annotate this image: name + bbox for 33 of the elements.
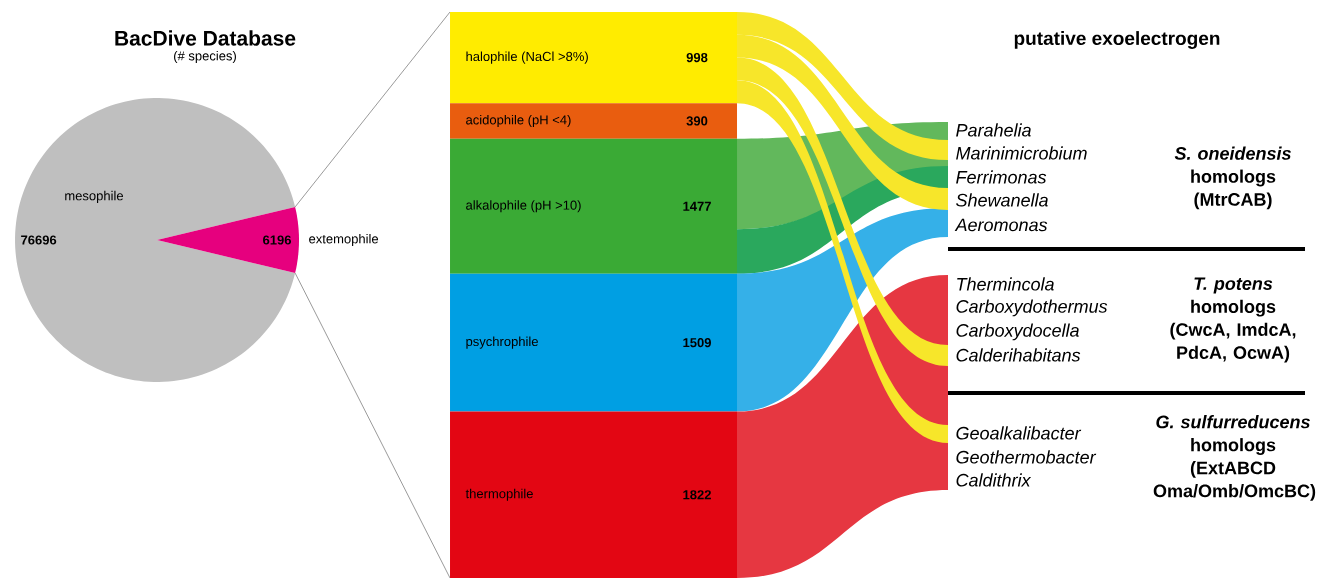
bar: [450, 103, 738, 139]
chart-title: BacDive Database: [115, 30, 296, 46]
slice-label: mesophile: [65, 190, 124, 203]
series-label: halophile (NaCl >8%): [466, 51, 588, 64]
category-label: Geoalkalibacter: [956, 426, 1082, 440]
series-label: psychrophile: [466, 336, 538, 349]
slice-label: extemophile: [309, 233, 379, 247]
chart-subtitle: (# species): [174, 50, 236, 64]
data-label: 1509: [683, 338, 711, 348]
data-label: 1477: [683, 201, 711, 211]
data-label: 390: [686, 116, 708, 126]
category-label: Carboxydothermus: [956, 299, 1108, 317]
data-label: 998: [686, 52, 708, 63]
data-label: 76696: [21, 235, 57, 245]
text: S. oneidensis homologs (MtrCAB): [1174, 146, 1291, 210]
category-label: Aeromonas: [954, 218, 1048, 232]
category-label: Thermincola: [957, 277, 1054, 291]
text: putative exoelectrogen: [1014, 31, 1220, 49]
data-label: 6196: [263, 235, 291, 245]
category-label: Parahelia: [956, 123, 1031, 137]
category-label: Caldithrix: [956, 473, 1032, 487]
data-label: 1822: [683, 490, 711, 500]
text: T. potens homologs (CwcA, ImdcA, PdcA, OcwA): [1170, 277, 1296, 363]
series-label: alkalophile (pH >10): [466, 200, 581, 213]
category-label: Geothermobacter: [956, 450, 1097, 464]
category-label: Ferrimonas: [956, 170, 1047, 184]
category-label: Marinimicrobium: [956, 146, 1087, 160]
series-label: thermophile: [465, 488, 533, 501]
category-label: Calderihabitans: [956, 348, 1081, 362]
category-label: Shewanella: [956, 193, 1048, 207]
text: G. sulfurreducens homologs (ExtABCD Oma/Omb/OmcBC): [1153, 415, 1316, 501]
category-label: Carboxydocella: [956, 323, 1079, 341]
series-label: acidophile (pH <4): [466, 114, 571, 128]
